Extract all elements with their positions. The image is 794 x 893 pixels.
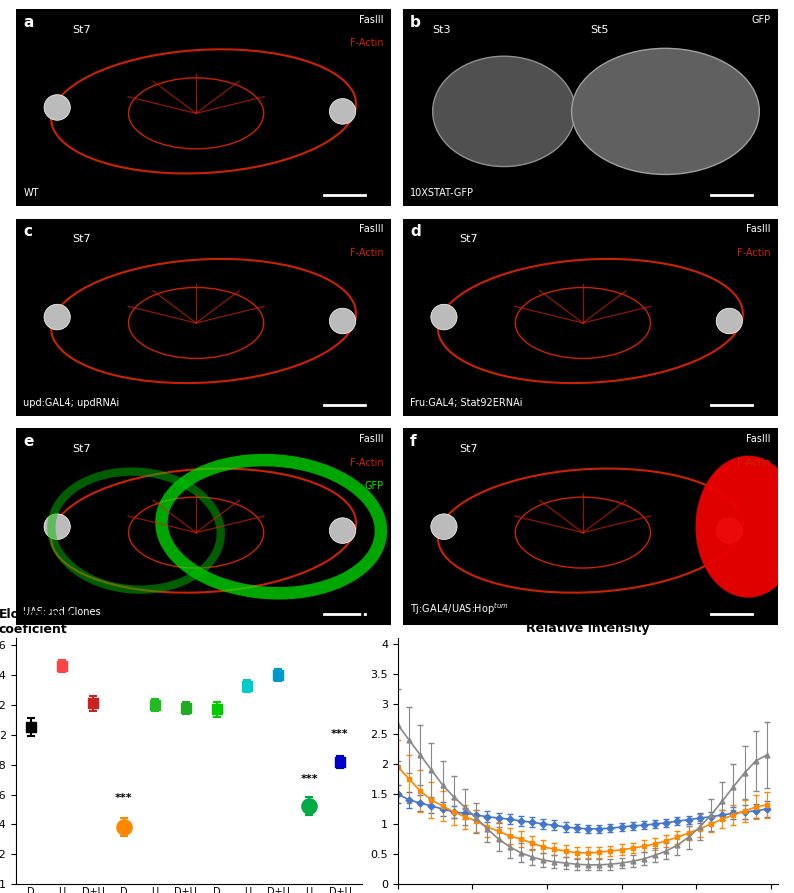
Text: St7: St7	[72, 234, 91, 245]
Text: St5: St5	[591, 25, 609, 35]
Text: ***: ***	[331, 730, 349, 739]
Text: F-Actin: F-Actin	[737, 248, 771, 258]
Point	[148, 697, 161, 712]
Text: F-Actin: F-Actin	[737, 458, 771, 468]
Ellipse shape	[431, 513, 457, 539]
Text: UAS:upd Clones: UAS:upd Clones	[23, 607, 101, 617]
Text: Fru:GAL4; Stat92ERNAi: Fru:GAL4; Stat92ERNAi	[410, 397, 522, 408]
Point	[272, 668, 284, 682]
Point	[333, 755, 346, 769]
Text: 10XSTAT-GFP: 10XSTAT-GFP	[410, 188, 474, 198]
Text: St7: St7	[72, 444, 91, 454]
Point	[56, 659, 68, 673]
Ellipse shape	[44, 305, 71, 330]
Text: f: f	[410, 434, 417, 449]
Point	[179, 701, 192, 715]
Text: GFP: GFP	[364, 481, 384, 491]
Text: upd:GAL4; updRNAi: upd:GAL4; updRNAi	[23, 397, 120, 408]
Ellipse shape	[44, 513, 71, 539]
Text: d: d	[410, 224, 421, 239]
Text: St7: St7	[72, 25, 91, 35]
Ellipse shape	[330, 308, 356, 334]
Point	[118, 820, 130, 834]
Text: FasIII: FasIII	[360, 434, 384, 444]
Text: FasIII: FasIII	[746, 224, 771, 235]
Ellipse shape	[696, 455, 794, 597]
Ellipse shape	[716, 518, 742, 544]
Point	[87, 697, 99, 711]
Point	[241, 679, 254, 693]
Text: FasIII: FasIII	[360, 224, 384, 235]
Ellipse shape	[431, 305, 457, 330]
Text: WT: WT	[23, 188, 39, 198]
Ellipse shape	[330, 98, 356, 124]
Text: ***: ***	[300, 774, 318, 784]
Text: ***: ***	[115, 794, 133, 804]
Point	[25, 720, 37, 734]
Ellipse shape	[433, 56, 576, 167]
Ellipse shape	[330, 518, 356, 544]
Ellipse shape	[44, 95, 71, 121]
Text: FasIII: FasIII	[360, 15, 384, 25]
Text: e: e	[23, 434, 34, 449]
Text: F-Actin: F-Actin	[350, 458, 384, 468]
Text: GFP: GFP	[751, 15, 771, 25]
Text: F-Actin: F-Actin	[350, 38, 384, 48]
Text: c: c	[23, 224, 33, 239]
Text: St7: St7	[459, 444, 477, 454]
Text: St3: St3	[433, 25, 451, 35]
Text: Elongation
coeficient: Elongation coeficient	[0, 608, 73, 636]
Ellipse shape	[716, 308, 742, 334]
Text: b: b	[410, 15, 421, 29]
Point	[303, 799, 315, 814]
Title: Relative intensity: Relative intensity	[526, 622, 649, 635]
Ellipse shape	[572, 48, 759, 174]
Text: Tj:GAL4/UAS:Hop$^{tum}$: Tj:GAL4/UAS:Hop$^{tum}$	[410, 602, 509, 617]
Text: St7: St7	[459, 234, 477, 245]
Text: h: h	[360, 605, 371, 621]
Text: FasIII: FasIII	[746, 434, 771, 444]
Text: a: a	[23, 15, 34, 29]
Text: F-Actin: F-Actin	[350, 248, 384, 258]
Point	[210, 702, 223, 716]
